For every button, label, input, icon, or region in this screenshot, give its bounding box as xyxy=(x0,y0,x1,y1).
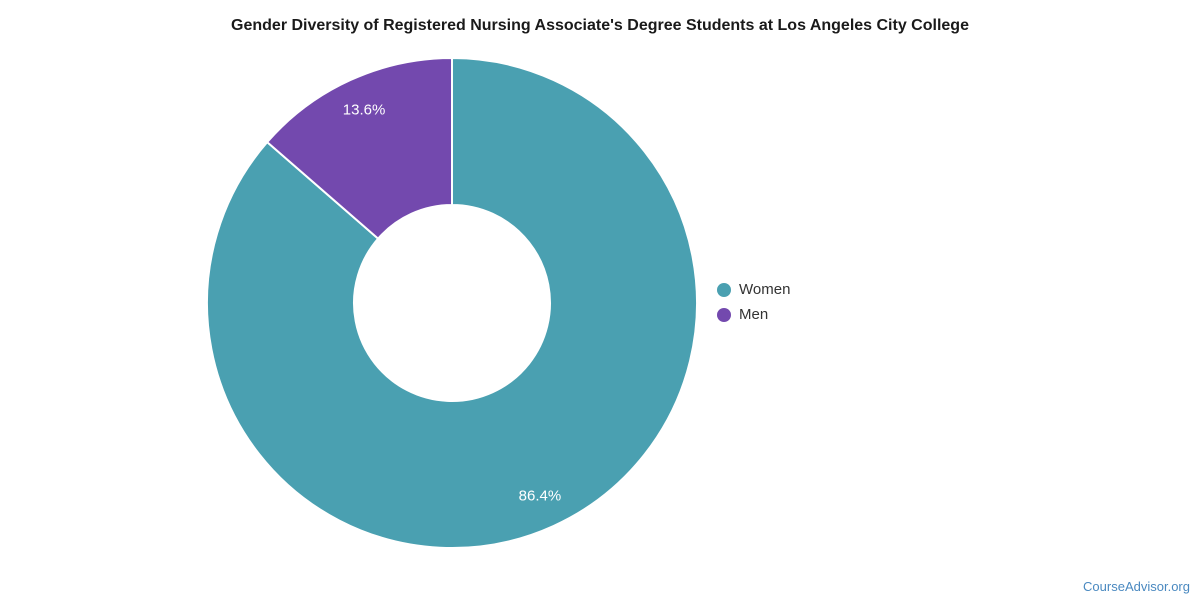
slice-women[interactable] xyxy=(206,57,698,549)
slice-men[interactable] xyxy=(266,57,453,240)
legend: Women Men xyxy=(717,279,790,325)
legend-label-men: Men xyxy=(739,306,769,323)
legend-item-men[interactable]: Men xyxy=(717,304,790,325)
legend-label-women: Women xyxy=(739,281,791,298)
legend-marker-men-icon xyxy=(717,307,731,322)
legend-item-women[interactable]: Women xyxy=(717,279,790,300)
footer-brand-link[interactable]: CourseAdvisor.org xyxy=(1083,579,1190,594)
chart-title: Gender Diversity of Registered Nursing A… xyxy=(231,17,969,34)
legend-marker-women-icon xyxy=(717,282,731,297)
